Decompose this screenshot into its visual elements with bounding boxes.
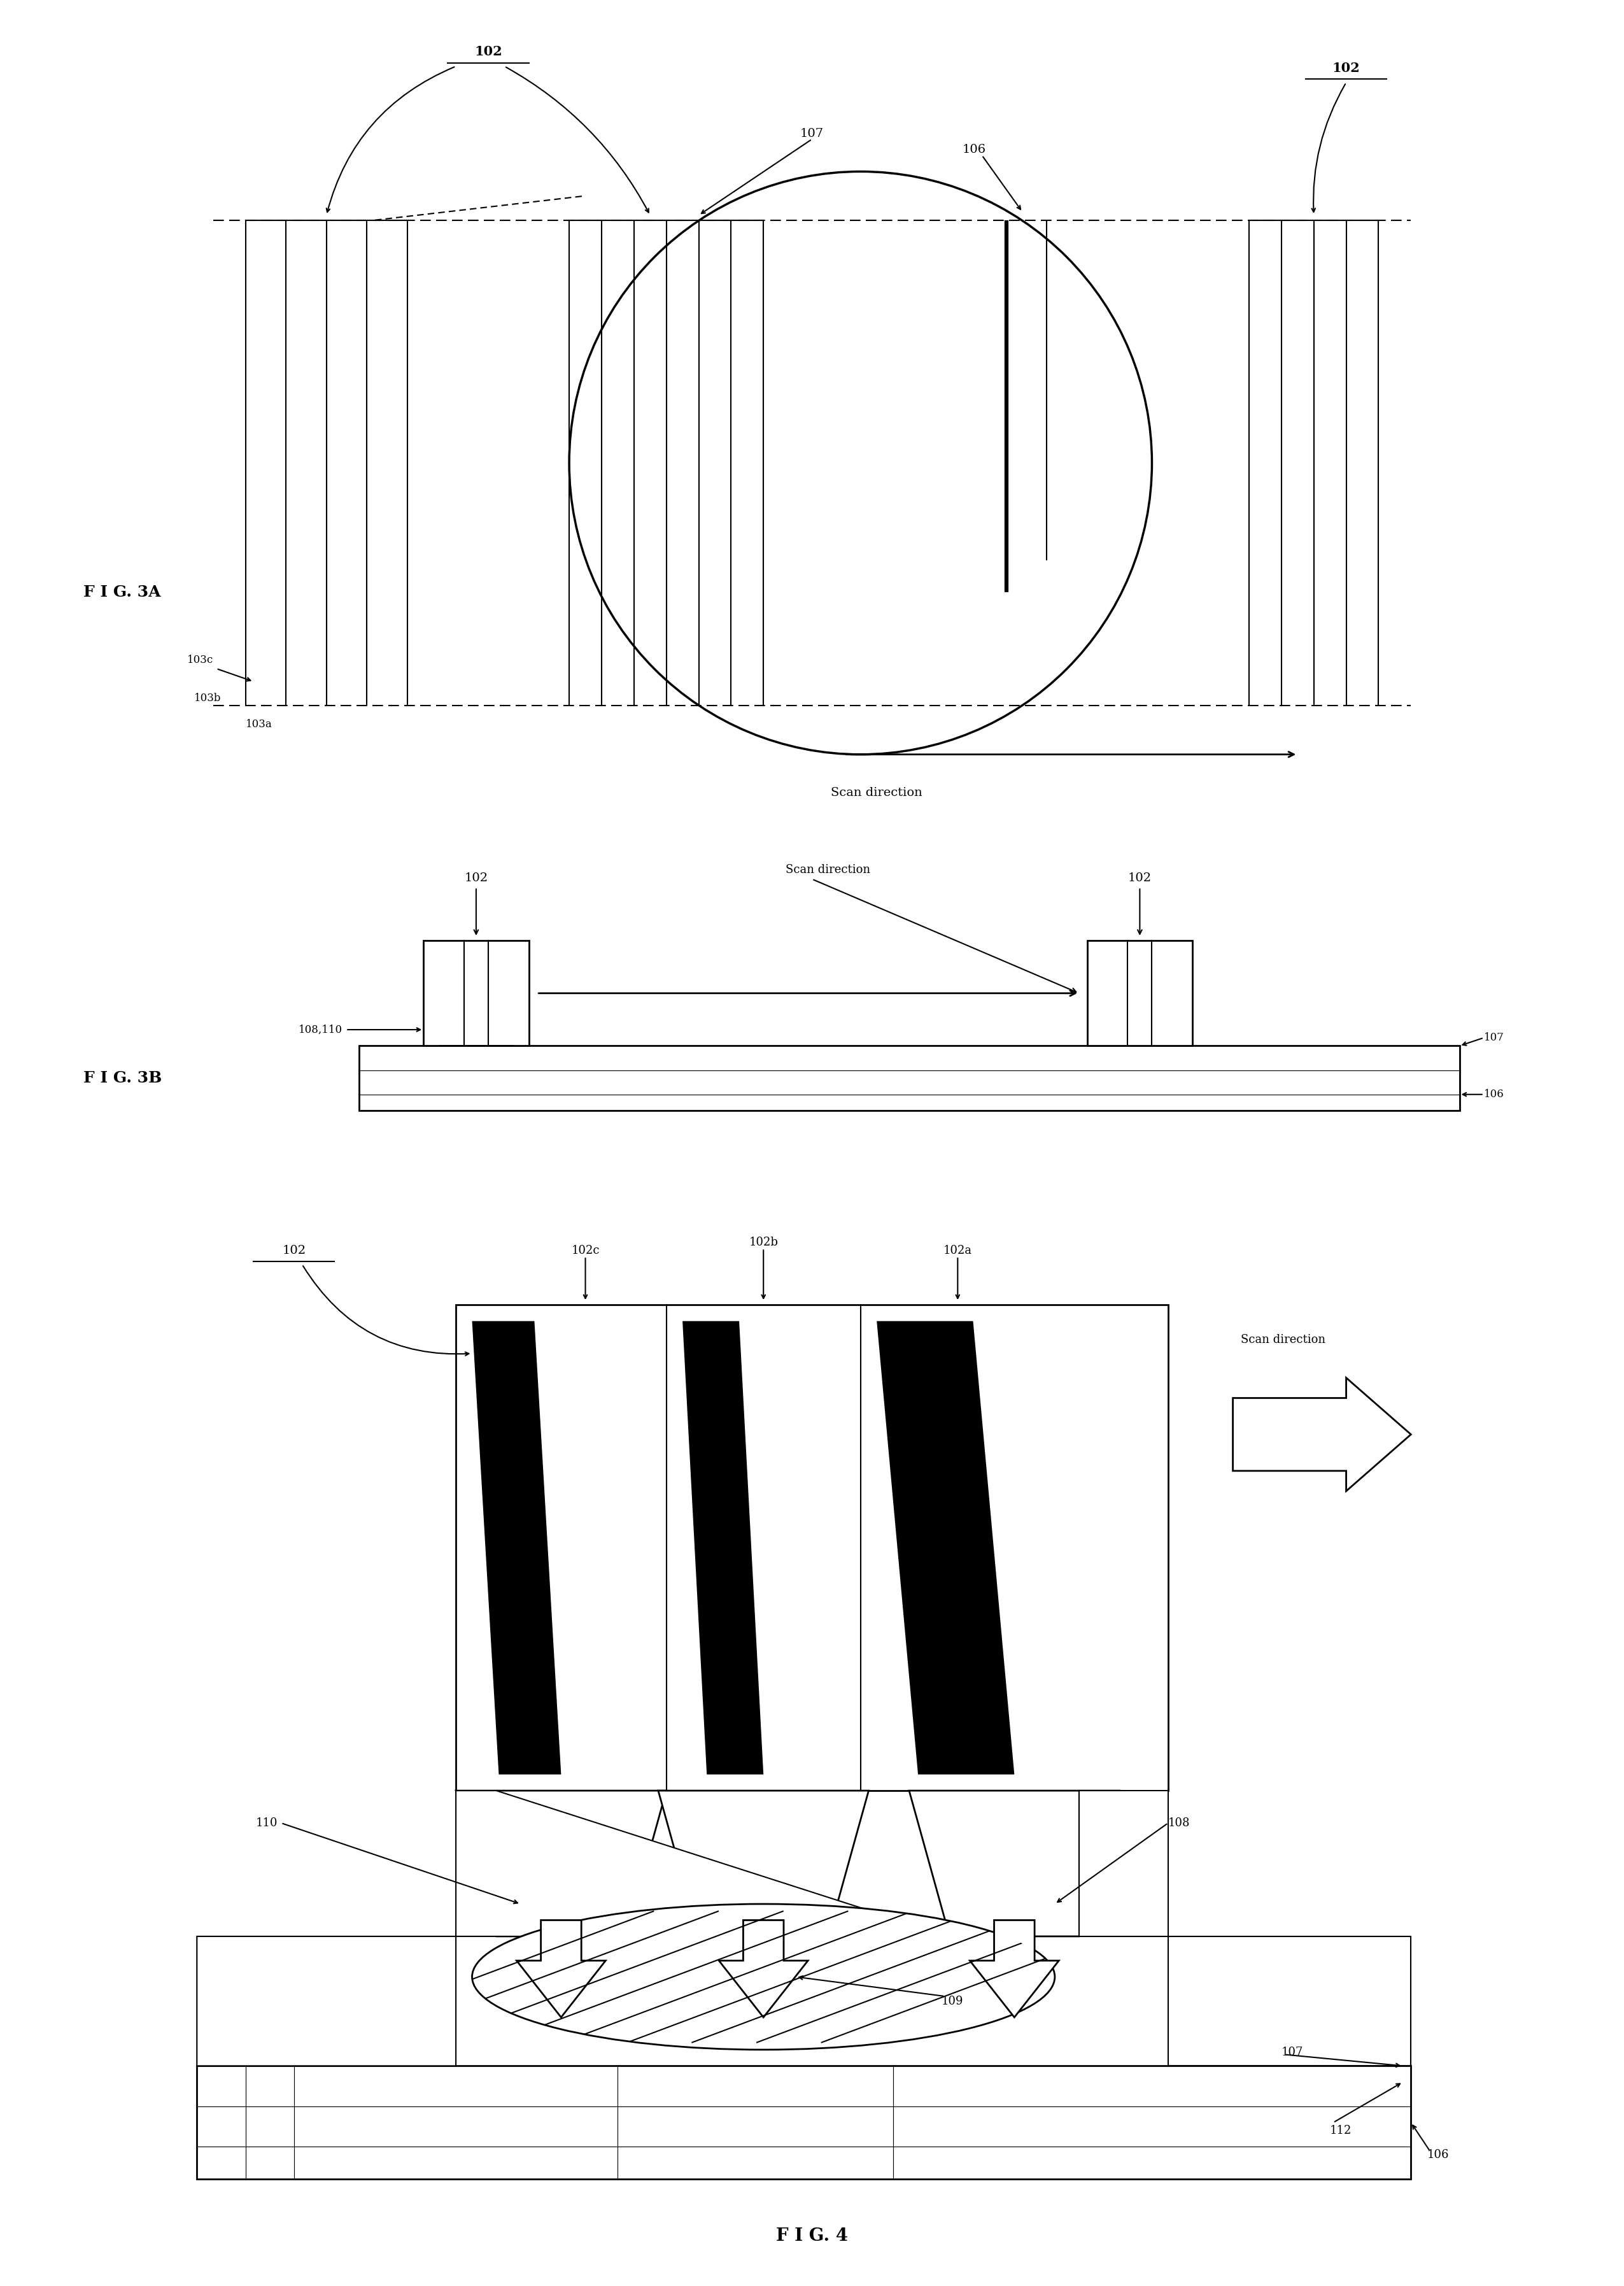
Text: F I G. 3B: F I G. 3B <box>83 1070 162 1086</box>
Text: 102: 102 <box>283 1246 305 1257</box>
Text: 107: 107 <box>801 128 823 139</box>
Polygon shape <box>877 1321 1015 1774</box>
Bar <box>197 2067 1411 2179</box>
Text: 103c: 103c <box>187 654 213 665</box>
Polygon shape <box>719 1920 809 2016</box>
Text: 107: 107 <box>1281 2046 1304 2057</box>
Text: 102c: 102c <box>572 1246 599 1257</box>
Polygon shape <box>909 1790 1119 1936</box>
Text: 102: 102 <box>1129 873 1151 885</box>
Text: 109: 109 <box>942 1996 963 2007</box>
Bar <box>1086 940 1192 1047</box>
Text: F I G. 4: F I G. 4 <box>776 2227 848 2245</box>
Text: 108,110: 108,110 <box>299 1024 343 1036</box>
Text: 102a: 102a <box>944 1246 973 1257</box>
Text: 112: 112 <box>1330 2126 1351 2137</box>
Polygon shape <box>1233 1378 1411 1490</box>
Polygon shape <box>970 1920 1059 2016</box>
Polygon shape <box>516 1920 606 2016</box>
Ellipse shape <box>473 1904 1056 2051</box>
Polygon shape <box>658 1790 869 1936</box>
Text: Scan direction: Scan direction <box>831 786 922 798</box>
Text: 103b: 103b <box>195 693 221 704</box>
Text: 102: 102 <box>464 873 487 885</box>
Text: 102: 102 <box>1332 62 1359 75</box>
Text: Scan direction: Scan direction <box>786 864 870 876</box>
Text: 107: 107 <box>1484 1033 1504 1042</box>
Text: 106: 106 <box>961 144 986 155</box>
Text: 108: 108 <box>1168 1817 1190 1829</box>
Text: 103a: 103a <box>245 718 273 729</box>
Text: F I G. 3A: F I G. 3A <box>83 585 161 601</box>
Text: 102: 102 <box>474 46 502 57</box>
Text: 106: 106 <box>1427 2149 1449 2160</box>
Polygon shape <box>456 1790 666 1936</box>
Polygon shape <box>197 1790 950 2067</box>
Polygon shape <box>473 1321 562 1774</box>
Text: 110: 110 <box>257 1817 278 1829</box>
Bar <box>424 940 529 1047</box>
Bar <box>359 1047 1460 1111</box>
Bar <box>456 1305 1168 1790</box>
Polygon shape <box>682 1321 763 1774</box>
Text: 106: 106 <box>1484 1088 1504 1100</box>
Text: Scan direction: Scan direction <box>1241 1335 1325 1346</box>
Text: 102b: 102b <box>749 1237 778 1248</box>
Polygon shape <box>1078 1790 1411 2067</box>
